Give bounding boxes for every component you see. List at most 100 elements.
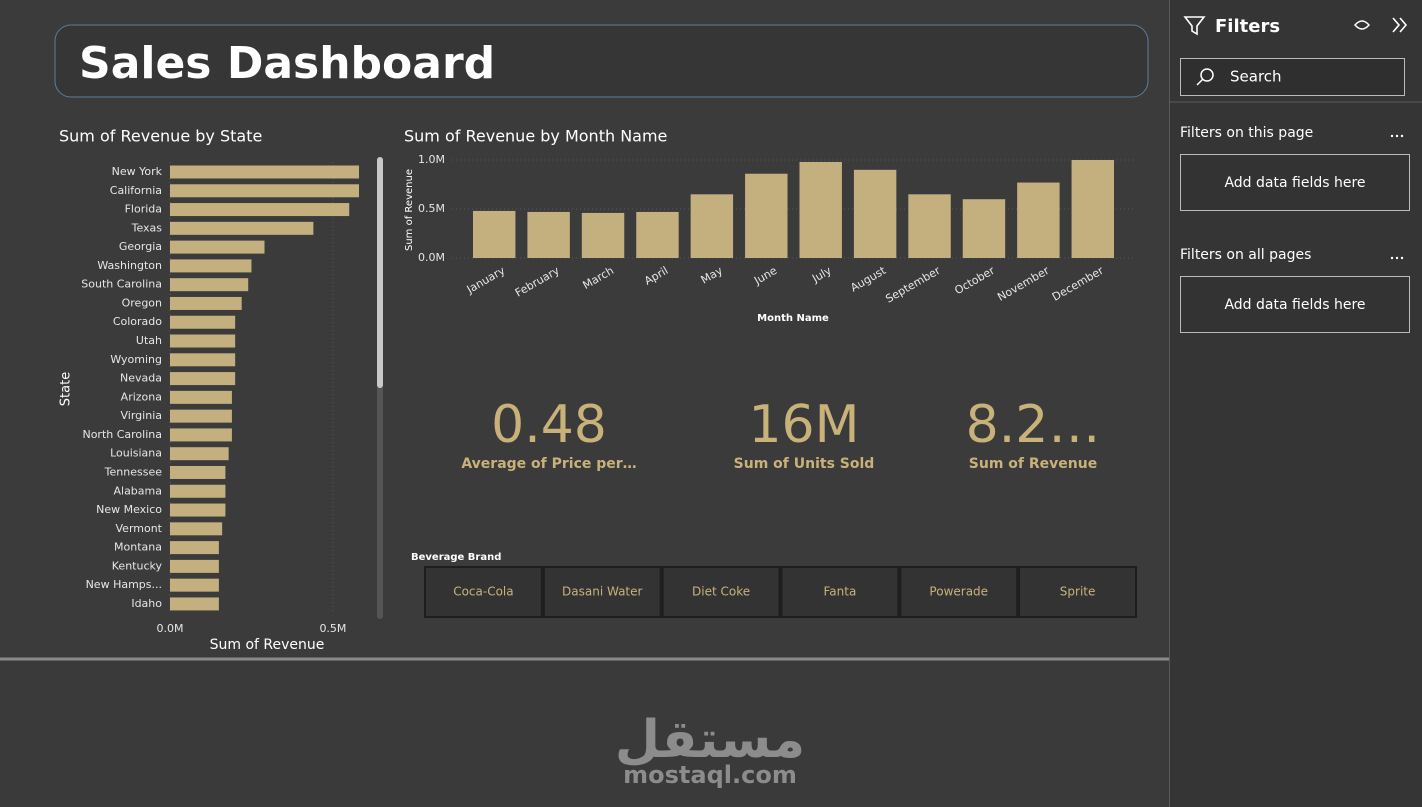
bar[interactable] (170, 372, 236, 386)
slicer-label[interactable]: Fanta (824, 585, 857, 599)
bar[interactable] (1071, 160, 1115, 258)
slicer-item[interactable] (661, 566, 781, 618)
report-footer (0, 660, 1169, 807)
bar[interactable] (170, 597, 219, 611)
chart-title: Sum of Revenue by State (59, 127, 262, 146)
bar[interactable] (170, 484, 226, 498)
card-value: 16M (748, 395, 859, 455)
slicer-label[interactable]: Powerade (929, 585, 988, 599)
y-tick-label: Colorado (113, 315, 162, 328)
slicer-label[interactable]: Coca-Cola (453, 585, 513, 599)
bar[interactable] (1017, 182, 1060, 258)
slicer-label[interactable]: Sprite (1060, 585, 1096, 599)
slicer-label[interactable]: Dasani Water (562, 585, 642, 599)
slicer-item[interactable] (424, 566, 543, 618)
bar[interactable] (170, 447, 229, 461)
bar[interactable] (170, 503, 226, 517)
bar[interactable] (690, 194, 734, 258)
bar[interactable] (170, 203, 350, 217)
slicer-item[interactable] (899, 566, 1019, 618)
y-tick-label: Tennessee (104, 465, 163, 478)
search-icon (1196, 78, 1204, 86)
collapse-icon[interactable] (1392, 17, 1408, 33)
bar[interactable] (170, 428, 232, 442)
more-options[interactable] (1390, 256, 1394, 260)
more-options[interactable] (1395, 134, 1399, 138)
bar[interactable] (745, 173, 788, 258)
bar[interactable] (170, 541, 219, 555)
drop-zone[interactable] (1180, 154, 1410, 211)
search-box[interactable] (1180, 58, 1405, 96)
bar[interactable] (581, 212, 625, 258)
bar[interactable] (170, 259, 252, 273)
bar[interactable] (527, 211, 570, 258)
more-options[interactable] (1395, 256, 1399, 260)
filters-pane (1170, 0, 1422, 807)
bar[interactable] (170, 465, 226, 479)
visibility-icon[interactable] (1354, 20, 1370, 30)
bar[interactable] (170, 390, 232, 404)
y-tick-label: Alabama (113, 484, 162, 497)
more-options[interactable] (1390, 134, 1394, 138)
pane-title: Filters (1215, 16, 1280, 37)
drop-zone[interactable] (1180, 276, 1410, 333)
chart-title: Sum of Revenue by Month Name (404, 127, 667, 146)
bar[interactable] (170, 278, 249, 292)
y-tick-label: Washington (97, 259, 162, 272)
search-placeholder[interactable]: Search (1230, 68, 1282, 86)
y-tick-label: Florida (125, 203, 162, 216)
x-tick-label: 0.0M (157, 622, 184, 635)
bar[interactable] (170, 296, 242, 310)
y-tick-label: Montana (114, 541, 162, 554)
y-tick-label: Texas (131, 221, 163, 234)
y-tick-label: Nevada (120, 372, 162, 385)
more-options[interactable] (1400, 134, 1404, 138)
bar[interactable] (170, 240, 265, 254)
y-tick-label: California (110, 184, 162, 197)
slicer-item[interactable] (1018, 566, 1138, 618)
y-tick-label: Wyoming (110, 353, 162, 366)
bar[interactable] (170, 578, 219, 592)
bar[interactable] (170, 184, 359, 198)
dashboard-title: Sales Dashboard (79, 38, 495, 89)
search-icon (1200, 68, 1214, 82)
bar[interactable] (472, 210, 516, 258)
bar[interactable] (170, 353, 236, 367)
y-tick-label: Louisiana (110, 447, 162, 460)
bar[interactable] (170, 409, 232, 423)
y-tick-label: Utah (136, 334, 162, 347)
card-value: 8.2… (966, 395, 1101, 455)
bar[interactable] (170, 522, 223, 536)
bar[interactable] (853, 169, 897, 258)
scroll-thumb[interactable] (377, 157, 383, 388)
bar[interactable] (170, 315, 236, 329)
card-label: Sum of Units Sold (734, 456, 875, 472)
bar[interactable] (170, 334, 236, 348)
bar[interactable] (170, 559, 219, 573)
y-tick-label: Virginia (121, 409, 162, 422)
filter-icon (1183, 16, 1206, 36)
watermark-url: mostaql.com (623, 761, 797, 789)
more-options[interactable] (1400, 256, 1404, 260)
bar[interactable] (799, 161, 842, 258)
y-tick-label: South Carolina (81, 278, 162, 291)
card-label: Sum of Revenue (969, 456, 1097, 472)
slicer-item[interactable] (780, 566, 900, 618)
bar[interactable] (170, 221, 314, 235)
slicer-item[interactable] (542, 566, 662, 618)
y-tick-label: New York (112, 165, 163, 178)
bar[interactable] (908, 194, 951, 258)
slicer-label[interactable]: Diet Coke (692, 585, 750, 599)
y-tick-label: North Carolina (82, 428, 162, 441)
y-tick-label: Kentucky (112, 559, 163, 572)
bar[interactable] (636, 211, 679, 258)
y-axis-title: State (59, 372, 74, 406)
bar[interactable] (170, 165, 359, 179)
bar[interactable] (962, 199, 1006, 258)
x-tick-label: 0.5M (319, 622, 346, 635)
y-tick-label: Idaho (131, 597, 162, 610)
card-value: 0.48 (491, 395, 607, 455)
slicer-title: Beverage Brand (411, 552, 501, 563)
